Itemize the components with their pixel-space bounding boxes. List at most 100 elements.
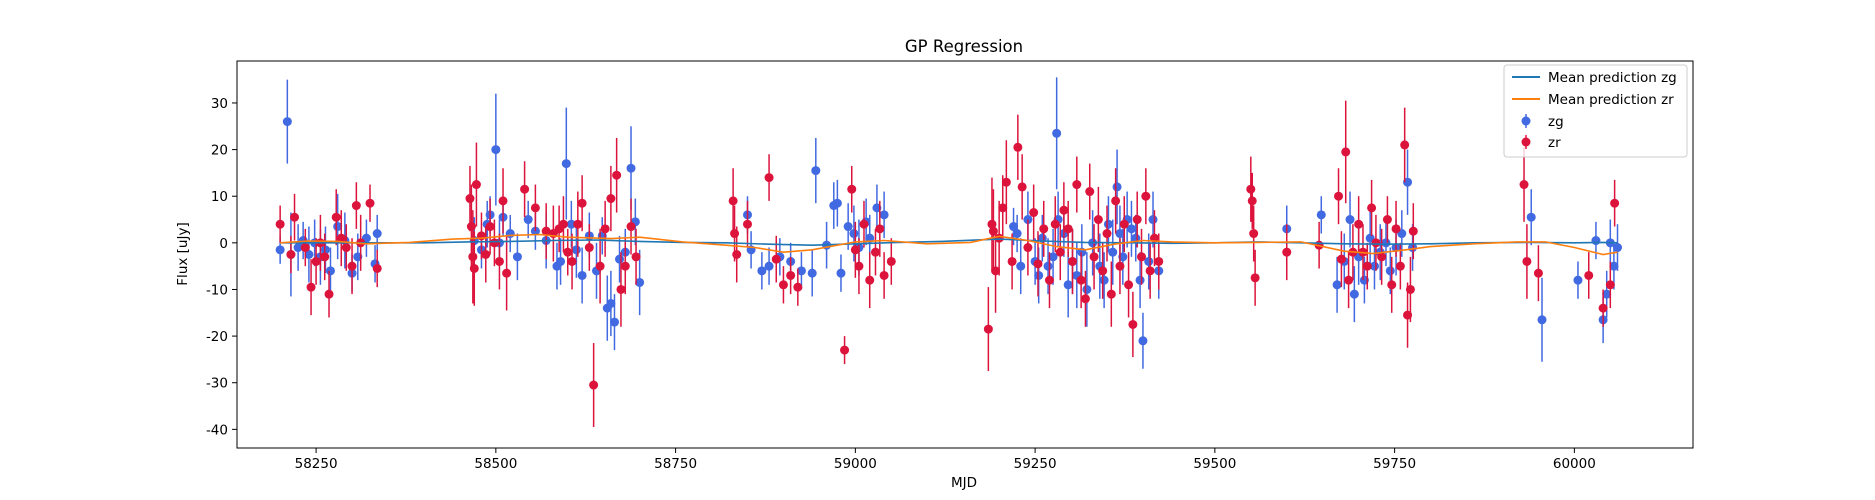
point-zr	[341, 243, 351, 253]
point-zr	[1354, 219, 1364, 229]
point-zg	[635, 277, 645, 287]
point-zr	[1039, 224, 1049, 234]
point-zg	[293, 243, 303, 253]
point-zg	[1349, 289, 1359, 299]
point-zr	[558, 219, 568, 229]
point-zg	[1138, 336, 1148, 346]
point-zr	[870, 247, 880, 257]
legend-marker-zg	[1521, 116, 1531, 126]
point-zr	[1408, 226, 1418, 236]
point-zr	[728, 196, 738, 206]
point-zr	[1145, 266, 1155, 276]
point-zr	[1605, 280, 1615, 290]
point-zr	[331, 212, 341, 222]
point-zr	[850, 245, 860, 255]
point-zr	[502, 268, 512, 278]
point-zr	[983, 324, 993, 334]
point-zg	[1316, 210, 1326, 220]
point-zg	[843, 222, 853, 232]
point-zg	[1115, 229, 1125, 239]
point-zr	[311, 256, 321, 266]
point-zg	[1369, 261, 1379, 271]
point-zr	[1023, 243, 1033, 253]
point-zr	[1367, 203, 1377, 213]
point-zr	[1382, 215, 1392, 225]
point-zr	[469, 263, 479, 273]
point-zg	[523, 215, 533, 225]
point-zr	[468, 252, 478, 262]
point-zr	[778, 280, 788, 290]
point-zr	[1246, 184, 1256, 194]
point-zg	[571, 245, 581, 255]
point-zg	[1526, 212, 1536, 222]
point-zr	[1371, 238, 1381, 248]
point-zr	[1154, 256, 1164, 266]
point-zg	[1613, 243, 1623, 253]
plot-data-group	[275, 77, 1623, 428]
point-zr	[1128, 319, 1138, 329]
point-zr	[987, 219, 997, 229]
point-zr	[786, 270, 796, 280]
x-tick-label: 59000	[834, 456, 877, 472]
point-zg	[1099, 275, 1109, 285]
point-zg	[1012, 229, 1022, 239]
point-zr	[1522, 256, 1532, 266]
point-zr	[1119, 219, 1129, 229]
point-zg	[282, 117, 292, 127]
point-zg	[1108, 247, 1118, 257]
x-tick-label: 59750	[1373, 456, 1416, 472]
point-zg	[1537, 315, 1547, 325]
point-zr	[1029, 208, 1039, 218]
point-zr	[1141, 191, 1151, 201]
point-zg	[879, 210, 889, 220]
point-zg	[796, 266, 806, 276]
point-zr	[595, 261, 605, 271]
point-zg	[836, 268, 846, 278]
point-zr	[286, 250, 296, 259]
point-zr	[306, 282, 316, 292]
legend-label-zr: zr	[1548, 135, 1561, 151]
point-zr	[1344, 275, 1354, 285]
point-zg	[1043, 261, 1053, 271]
point-zg	[1009, 222, 1019, 232]
point-zr	[290, 212, 300, 222]
y-tick-label: 0	[219, 236, 228, 252]
point-zr	[1387, 280, 1397, 290]
point-zg	[304, 250, 314, 259]
point-zr	[1007, 256, 1017, 266]
y-axis-label: Flux [uJy]	[175, 222, 191, 285]
point-zr	[865, 275, 875, 285]
point-zr	[320, 252, 330, 262]
point-zr	[1063, 224, 1073, 234]
mean-line-zr	[280, 233, 1618, 256]
point-zr	[1395, 261, 1405, 271]
mean-line-zg	[280, 238, 1618, 247]
point-zr	[1115, 261, 1125, 271]
point-zr	[577, 198, 587, 208]
point-zr	[498, 196, 508, 206]
point-zr	[365, 198, 375, 208]
x-tick-label: 58250	[295, 456, 338, 472]
point-zr	[616, 284, 626, 294]
point-zr	[1610, 198, 1620, 208]
point-zg	[1602, 289, 1612, 299]
point-zr	[489, 238, 499, 248]
point-zr	[573, 219, 583, 229]
y-tick-label: 20	[211, 143, 228, 159]
point-zr	[372, 263, 382, 273]
point-zg	[561, 159, 571, 169]
point-zr	[1001, 177, 1011, 187]
point-zr	[1044, 275, 1054, 285]
point-zr	[351, 201, 361, 211]
point-zr	[612, 170, 622, 180]
point-zr	[764, 173, 774, 183]
point-zr	[1362, 261, 1372, 271]
point-zr	[1089, 252, 1099, 262]
point-zr	[620, 261, 630, 271]
point-zr	[1341, 147, 1351, 157]
point-zg	[1332, 280, 1342, 290]
point-zr	[1405, 284, 1415, 294]
point-zr	[606, 194, 616, 204]
point-zr	[732, 250, 742, 259]
